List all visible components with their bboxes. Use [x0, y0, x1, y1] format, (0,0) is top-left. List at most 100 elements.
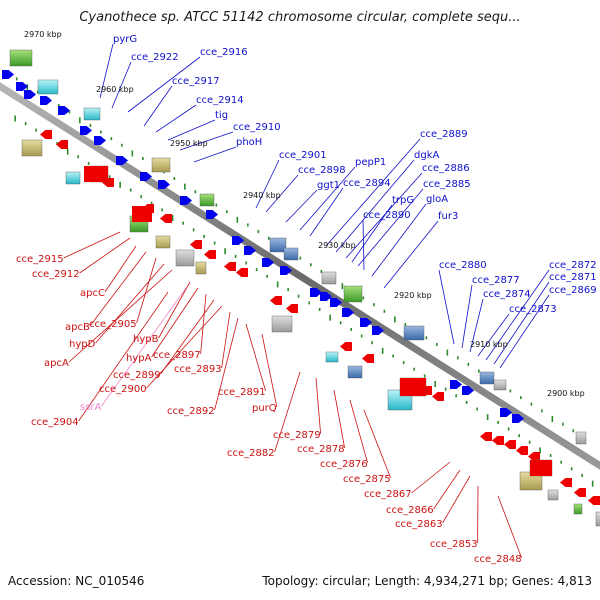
kbp-marker-2910: 2910 kbp [470, 340, 508, 349]
gene-label-cce-2867[interactable]: cce_2867 [364, 489, 412, 500]
forward-gene-arrow [24, 90, 36, 99]
gene-label-phoH[interactable]: phoH [236, 137, 262, 148]
gene-label-hypB[interactable]: hypB [133, 334, 159, 345]
leader-line-reverse [160, 299, 215, 375]
gene-label-cce-2894[interactable]: cce_2894 [343, 178, 391, 189]
leader-line-forward [383, 220, 439, 289]
reverse-gene-arrow [588, 496, 600, 505]
gene-label-cce-2869[interactable]: cce_2869 [549, 285, 597, 296]
gene-label-cce-2916[interactable]: cce_2916 [200, 47, 248, 58]
gene-label-dgkA[interactable]: dgkA [414, 150, 439, 161]
gene-label-ggt1[interactable]: ggt1 [317, 180, 340, 191]
gene-label-gloA[interactable]: gloA [426, 194, 448, 205]
feature-block [343, 285, 363, 303]
forward-gene-arrow [206, 210, 218, 219]
gene-label-cce-2901[interactable]: cce_2901 [279, 150, 327, 161]
gene-label-cce-2917[interactable]: cce_2917 [172, 76, 220, 87]
reverse-gene-arrow [432, 392, 444, 401]
gene-label-cce-2848[interactable]: cce_2848 [474, 554, 522, 565]
kbp-marker-2900: 2900 kbp [547, 389, 585, 398]
leader-line-reverse [151, 287, 199, 358]
leader-line-reverse [200, 293, 207, 355]
leader-line-reverse [68, 269, 173, 363]
gene-label-cce-2875[interactable]: cce_2875 [343, 474, 391, 485]
leader-line-reverse [315, 377, 322, 435]
leader-line-reverse [349, 399, 368, 464]
gene-label-cce-2893[interactable]: cce_2893 [174, 364, 222, 375]
leader-line-forward [309, 187, 344, 237]
gene-label-fur3[interactable]: fur3 [438, 211, 458, 222]
gene-label-cce-2863[interactable]: cce_2863 [395, 519, 443, 530]
gene-label-apcC[interactable]: apcC [80, 288, 105, 299]
forward-gene-arrow [2, 70, 14, 79]
gene-label-cce-2886[interactable]: cce_2886 [422, 163, 470, 174]
forward-gene-arrow [16, 82, 28, 91]
gene-label-pyrG[interactable]: pyrG [113, 34, 137, 45]
leader-line-reverse [95, 263, 165, 344]
gene-label-cce-2874[interactable]: cce_2874 [483, 289, 531, 300]
gene-label-cce-2878[interactable]: cce_2878 [297, 444, 345, 455]
forward-gene-arrow [372, 326, 384, 335]
forward-gene-arrow [180, 196, 192, 205]
gene-label-cce-2877[interactable]: cce_2877 [472, 275, 520, 286]
gene-label-cce-2873[interactable]: cce_2873 [509, 304, 557, 315]
gene-label-hypD[interactable]: hypD [69, 339, 96, 350]
gene-label-tig[interactable]: tig [215, 110, 228, 121]
gene-label-cce-2885[interactable]: cce_2885 [423, 179, 471, 190]
gene-label-purQ[interactable]: purQ [252, 403, 277, 414]
gene-label-cce-2922[interactable]: cce_2922 [131, 52, 179, 63]
gene-label-cce-2889[interactable]: cce_2889 [420, 129, 468, 140]
leader-line-reverse [101, 287, 187, 407]
leader-line-forward [371, 203, 427, 277]
forward-gene-arrow [462, 386, 474, 395]
gene-label-cce-2892[interactable]: cce_2892 [167, 406, 215, 417]
gene-label-cce-2866[interactable]: cce_2866 [386, 505, 434, 516]
feature-block [547, 489, 559, 501]
gene-label-apcA[interactable]: apcA [44, 358, 69, 369]
leader-line-forward [155, 104, 197, 133]
gene-label-cce-2871[interactable]: cce_2871 [549, 272, 597, 283]
gene-label-cce-2897[interactable]: cce_2897 [153, 350, 201, 361]
gene-label-cce-2898[interactable]: cce_2898 [298, 165, 346, 176]
leader-line-reverse [78, 291, 169, 422]
forward-gene-arrow [450, 380, 462, 389]
gene-label-ssrA[interactable]: ssrA [80, 402, 102, 413]
gene-label-cce-2872[interactable]: cce_2872 [549, 260, 597, 271]
gene-label-cce-2915[interactable]: cce_2915 [16, 254, 64, 265]
gene-label-hypA[interactable]: hypA [126, 353, 152, 364]
kbp-marker-2970: 2970 kbp [24, 30, 62, 39]
feature-block [65, 171, 81, 185]
feature-block [9, 49, 33, 67]
feature-block [21, 139, 43, 157]
leader-line-forward [99, 43, 114, 99]
gene-label-apcB[interactable]: apcB [65, 322, 90, 333]
gene-label-trpG[interactable]: trpG [392, 195, 414, 206]
gene-label-cce-2899[interactable]: cce_2899 [113, 370, 161, 381]
gene-label-cce-2891[interactable]: cce_2891 [218, 387, 266, 398]
reverse-gene-arrow [56, 140, 68, 149]
gene-label-cce-2876[interactable]: cce_2876 [320, 459, 368, 470]
feature-block [573, 503, 583, 515]
reverse-gene-arrow [286, 304, 298, 313]
feature-block [479, 371, 495, 385]
gene-label-cce-2880[interactable]: cce_2880 [439, 260, 487, 271]
gene-label-cce-2900[interactable]: cce_2900 [99, 384, 147, 395]
gene-label-cce-2914[interactable]: cce_2914 [196, 95, 244, 106]
feature-block [83, 107, 101, 121]
gene-label-cce-2882[interactable]: cce_2882 [227, 448, 275, 459]
gene-label-cce-2890[interactable]: cce_2890 [363, 210, 411, 221]
gene-label-cce-2904[interactable]: cce_2904 [31, 417, 79, 428]
gene-label-cce-2912[interactable]: cce_2912 [32, 269, 80, 280]
leader-line-forward [469, 298, 484, 353]
kbp-marker-2920: 2920 kbp [394, 291, 432, 300]
reverse-gene-arrow [516, 446, 528, 455]
gene-label-pepP1[interactable]: pepP1 [355, 157, 386, 168]
gene-label-cce-2879[interactable]: cce_2879 [273, 430, 321, 441]
gene-label-cce-2910[interactable]: cce_2910 [233, 122, 281, 133]
gene-features [2, 49, 600, 527]
leader-line-reverse [158, 281, 191, 339]
gene-label-cce-2853[interactable]: cce_2853 [430, 539, 478, 550]
reverse-gene-arrow [574, 488, 586, 497]
gene-label-cce-2905[interactable]: cce_2905 [89, 319, 137, 330]
